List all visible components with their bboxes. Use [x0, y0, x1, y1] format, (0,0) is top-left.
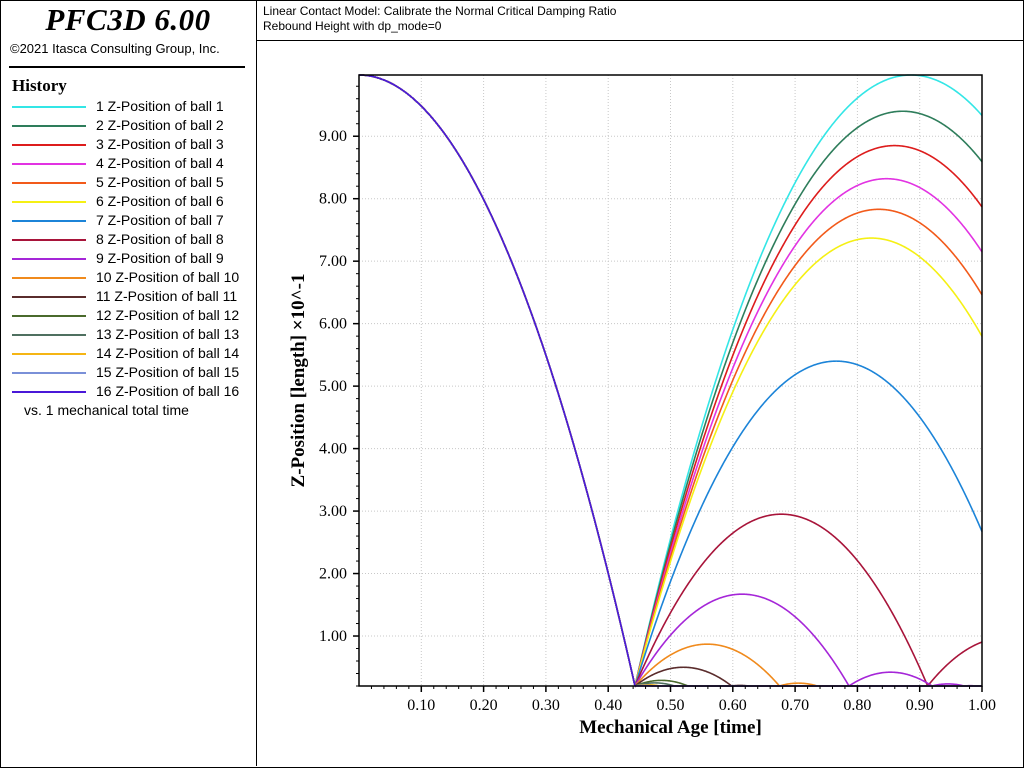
legend-label: 14 Z-Position of ball 14: [96, 345, 240, 361]
legend-entry: 11 Z-Position of ball 11: [0, 287, 256, 306]
series-line: [359, 74, 983, 688]
legend-swatch: [12, 372, 86, 374]
y-tick-label: 7.00: [319, 253, 347, 270]
x-axis-title: Mechanical Age [time]: [579, 717, 762, 738]
x-tick-label: 0.80: [843, 697, 871, 714]
legend-label: 13 Z-Position of ball 13: [96, 326, 240, 342]
legend-label: 16 Z-Position of ball 16: [96, 383, 240, 399]
legend-label: 3 Z-Position of ball 3: [96, 136, 224, 152]
y-tick-label: 2.00: [319, 566, 347, 583]
legend-swatch: [12, 106, 86, 108]
legend-label: 5 Z-Position of ball 5: [96, 174, 224, 190]
y-tick-label: 5.00: [319, 378, 347, 395]
legend-label: 4 Z-Position of ball 4: [96, 155, 224, 171]
legend-swatch: [12, 258, 86, 260]
legend-label: 1 Z-Position of ball 1: [96, 98, 224, 114]
y-tick-label: 6.00: [319, 316, 347, 333]
x-tick-label: 0.70: [781, 697, 809, 714]
legend-entry: 7 Z-Position of ball 7: [0, 211, 256, 230]
legend-panel: PFC3D 6.00 ©2021 Itasca Consulting Group…: [0, 0, 257, 766]
x-tick-label: 0.90: [906, 697, 934, 714]
legend-vs-label: vs. 1 mechanical total time: [24, 402, 189, 418]
x-tick-label: 0.40: [594, 697, 622, 714]
x-tick-label: 0.10: [407, 697, 435, 714]
series-line: [359, 74, 983, 688]
legend-label: 6 Z-Position of ball 6: [96, 193, 224, 209]
legend-entry: 13 Z-Position of ball 13: [0, 325, 256, 344]
legend-label: 7 Z-Position of ball 7: [96, 212, 224, 228]
x-tick-label: 0.50: [657, 697, 685, 714]
legend-label: 8 Z-Position of ball 8: [96, 231, 224, 247]
legend-swatch: [12, 296, 86, 298]
legend-entry: 14 Z-Position of ball 14: [0, 344, 256, 363]
app-title: PFC3D 6.00: [45, 2, 211, 37]
legend-entry: 12 Z-Position of ball 12: [0, 306, 256, 325]
series-line: [359, 74, 983, 688]
legend-swatch: [12, 201, 86, 203]
legend-swatch: [12, 315, 86, 317]
legend-swatch: [12, 334, 86, 336]
legend-swatch: [12, 125, 86, 127]
legend-swatch: [12, 353, 86, 355]
legend-swatch: [12, 239, 86, 241]
history-heading: History: [12, 76, 67, 95]
series-line: [359, 74, 983, 688]
legend-entry: 2 Z-Position of ball 2: [0, 116, 256, 135]
x-tick-label: 0.20: [470, 697, 498, 714]
copyright-text: ©2021 Itasca Consulting Group, Inc.: [10, 41, 220, 56]
legend-label: 9 Z-Position of ball 9: [96, 250, 224, 266]
chart-plot: 0.10 0.20 0.30 0.40 0.50 0.60 0.70 0.80 0.90 1.00…: [288, 74, 996, 738]
legend-label: 2 Z-Position of ball 2: [96, 117, 224, 133]
x-tick-label: 0.60: [719, 697, 747, 714]
legend-swatch: [12, 220, 86, 222]
y-tick-label: 1.00: [319, 628, 347, 645]
legend-entry: 1 Z-Position of ball 1: [0, 97, 256, 116]
plot-title-line-1: Linear Contact Model: Calibrate the Norm…: [263, 4, 617, 18]
legend-entry: 8 Z-Position of ball 8: [0, 230, 256, 249]
legend-entry: 15 Z-Position of ball 15: [0, 363, 256, 382]
legend-swatch: [12, 163, 86, 165]
legend-entry: 10 Z-Position of ball 10: [0, 268, 256, 287]
y-tick-label: 4.00: [319, 441, 347, 458]
legend-entry: 6 Z-Position of ball 6: [0, 192, 256, 211]
series-lines: [359, 74, 983, 688]
legend-entry: 3 Z-Position of ball 3: [0, 135, 256, 154]
legend-entry: 4 Z-Position of ball 4: [0, 154, 256, 173]
y-tick-label: 8.00: [319, 191, 347, 208]
y-axis-title: Z-Position [length] ×10^-1: [288, 274, 309, 488]
plot-header: Linear Contact Model: Calibrate the Norm…: [257, 0, 1023, 41]
legend-entry: 16 Z-Position of ball 16: [0, 382, 256, 401]
title-divider: [9, 66, 245, 68]
legend-swatch: [12, 277, 86, 279]
legend-entry: 9 Z-Position of ball 9: [0, 249, 256, 268]
y-tick-label: 9.00: [319, 128, 347, 145]
legend-label: 11 Z-Position of ball 11: [96, 288, 238, 304]
legend-swatch: [12, 182, 86, 184]
x-tick-label: 0.30: [532, 697, 560, 714]
legend-swatch: [12, 144, 86, 146]
legend-label: 12 Z-Position of ball 12: [96, 307, 240, 323]
grid-lines: [359, 75, 982, 686]
legend-entry: 5 Z-Position of ball 5: [0, 173, 256, 192]
legend-label: 15 Z-Position of ball 15: [96, 364, 240, 380]
series-line: [359, 74, 983, 688]
plot-title-line-2: Rebound Height with dp_mode=0: [263, 19, 442, 33]
legend-label: 10 Z-Position of ball 10: [96, 269, 240, 285]
x-tick-label: 1.00: [968, 697, 996, 714]
y-tick-label: 3.00: [319, 503, 347, 520]
series-line: [359, 74, 983, 688]
legend-swatch: [12, 391, 86, 393]
tick-labels: 0.10 0.20 0.30 0.40 0.50 0.60 0.70 0.80 0.90 1.00…: [319, 128, 996, 714]
series-line: [359, 74, 983, 688]
axis-ticks: [353, 85, 983, 692]
